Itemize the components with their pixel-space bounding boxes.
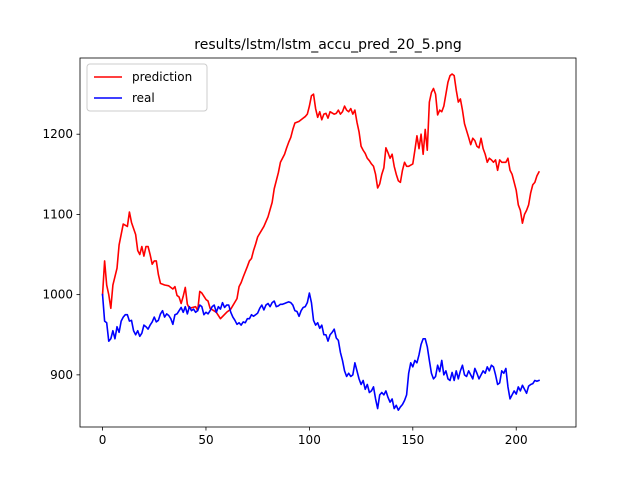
chart-title: results/lstm/lstm_accu_pred_20_5.png xyxy=(194,37,461,53)
legend-box xyxy=(86,63,208,112)
x-tick-label: 100 xyxy=(298,433,321,447)
y-tick-label: 1100 xyxy=(42,207,73,221)
legend: prediction real xyxy=(86,63,208,112)
series-line-prediction xyxy=(101,73,541,320)
y-tick-label: 900 xyxy=(50,368,73,382)
x-tick-label: 0 xyxy=(99,433,107,447)
legend-label-prediction: prediction xyxy=(132,70,192,84)
y-tick-label: 1200 xyxy=(42,127,73,141)
axes-layer: 0 50 100 150 200 900 1000 1100 1200 xyxy=(42,57,577,447)
y-tick-label: 1000 xyxy=(42,288,73,302)
x-tick-label: 150 xyxy=(401,433,424,447)
x-tick-label: 50 xyxy=(198,433,213,447)
series-line-real xyxy=(101,292,541,411)
plot-frame xyxy=(79,57,577,428)
x-tick-label: 200 xyxy=(505,433,528,447)
series-layer xyxy=(101,73,541,411)
legend-label-real: real xyxy=(132,91,155,105)
